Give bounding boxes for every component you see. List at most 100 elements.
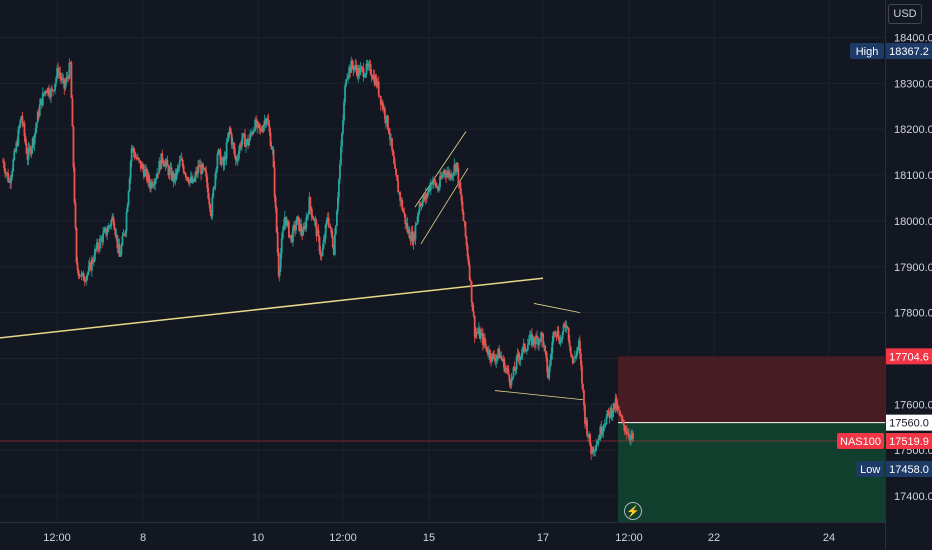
candle-body: [474, 331, 477, 337]
candle-body: [246, 138, 248, 142]
candle-body: [387, 115, 389, 130]
candle-body: [416, 216, 419, 224]
candle-body: [479, 332, 482, 339]
candle-body: [279, 253, 282, 269]
candle-body: [60, 76, 63, 80]
candle-body: [419, 203, 422, 206]
candle-body: [263, 120, 266, 126]
candle-body: [617, 406, 620, 411]
candle-body: [517, 353, 520, 358]
candle-body: [437, 186, 439, 191]
candle-body: [250, 133, 253, 135]
candle-body: [127, 191, 130, 205]
candle-body: [405, 223, 408, 225]
candle-body: [204, 168, 207, 172]
candle-body: [391, 138, 393, 150]
candle-body: [5, 172, 7, 174]
candle-body: [326, 218, 329, 220]
candle-body: [109, 225, 112, 227]
candle-body: [112, 216, 115, 223]
candle-body: [177, 166, 180, 168]
candle-body: [97, 242, 99, 249]
y-tick-label: 18300.0: [894, 78, 932, 90]
candle-body: [70, 62, 73, 99]
candle-body: [524, 350, 527, 352]
candle-body: [150, 181, 152, 189]
x-tick-label: 17: [537, 532, 549, 544]
candle-body: [244, 133, 246, 147]
candle-body: [513, 367, 516, 371]
candle-body: [567, 327, 570, 341]
candle-body: [340, 146, 342, 165]
candle-body: [160, 153, 163, 170]
candle-body: [362, 67, 365, 77]
candle-body: [469, 279, 472, 282]
candle-body: [197, 165, 199, 174]
candle-body: [132, 147, 135, 153]
candle-body: [124, 231, 127, 235]
candle-body: [291, 236, 293, 242]
candle-body: [585, 420, 587, 424]
candle-body: [118, 244, 121, 257]
candle-body: [317, 230, 320, 237]
candle-body: [49, 95, 51, 98]
candle-body: [464, 222, 467, 237]
candle-body: [318, 236, 321, 252]
candle-body: [81, 273, 84, 275]
candle-body: [80, 273, 83, 277]
candle-body: [296, 216, 298, 225]
candle-body: [581, 365, 583, 384]
candle-body: [26, 153, 29, 160]
candle-body: [167, 166, 170, 176]
currency-button[interactable]: USD: [888, 4, 922, 24]
candle-body: [536, 335, 538, 338]
candle-body: [455, 162, 458, 172]
candle-body: [570, 353, 573, 357]
candle-body: [334, 225, 337, 235]
candle-body: [369, 64, 372, 74]
candle-body: [580, 353, 582, 366]
candle-body: [496, 355, 499, 359]
candle-body: [77, 269, 80, 276]
candle-body: [611, 412, 614, 417]
candle-body: [540, 332, 542, 342]
candle-body: [556, 330, 559, 336]
candle-body: [595, 445, 598, 450]
candle-body: [450, 173, 453, 179]
candle-body: [447, 171, 450, 174]
candle-body: [379, 96, 382, 105]
candle-body: [350, 60, 353, 73]
candle-body: [338, 179, 340, 198]
candle-body: [488, 350, 490, 355]
candle-body: [602, 425, 605, 432]
candle-body: [37, 111, 40, 117]
candle-body: [451, 175, 454, 179]
candle-body: [558, 339, 561, 344]
candle-body: [508, 374, 511, 383]
candle-body: [366, 63, 369, 67]
candle-body: [141, 164, 144, 169]
candle-body: [292, 226, 294, 242]
candle-body: [429, 182, 432, 191]
candle-body: [231, 142, 234, 145]
candle-body: [295, 224, 297, 231]
candle-body: [319, 251, 322, 256]
candle-body: [226, 139, 229, 143]
candle-body: [307, 214, 310, 216]
candle-body: [24, 136, 27, 144]
candle-body: [237, 151, 240, 159]
candle-body: [85, 275, 88, 281]
candle-body: [425, 193, 428, 197]
candle-body: [624, 431, 627, 433]
candle-body: [143, 168, 145, 177]
candle-body: [310, 206, 313, 216]
candle-body: [198, 165, 200, 168]
candle-body: [278, 268, 281, 276]
candle-body: [35, 122, 38, 129]
candle-body: [399, 192, 402, 201]
candle-body: [532, 336, 534, 345]
candle-body: [123, 233, 126, 235]
candle-body: [333, 234, 336, 255]
lightning-icon[interactable]: ⚡: [624, 502, 642, 520]
